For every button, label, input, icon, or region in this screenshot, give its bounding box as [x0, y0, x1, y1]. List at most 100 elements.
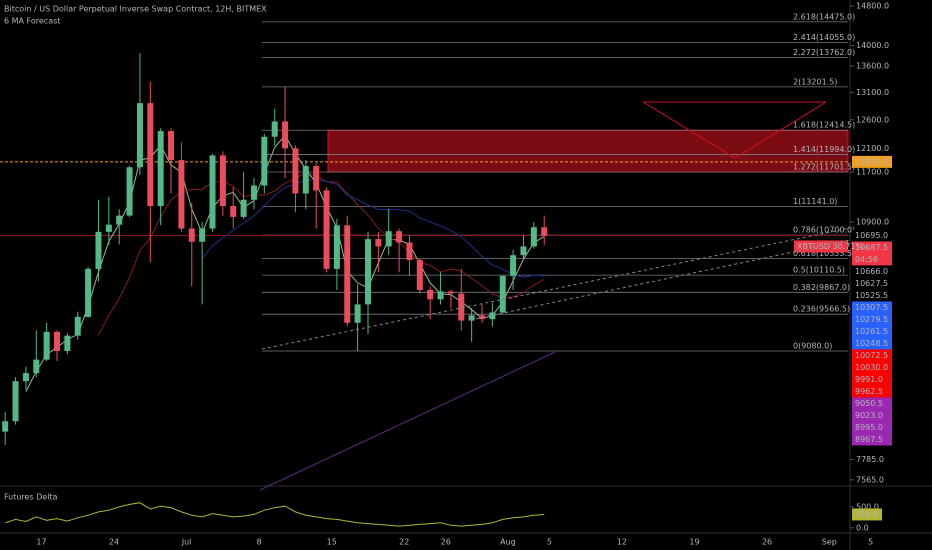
trend-line	[261, 227, 851, 350]
candle-body	[437, 291, 444, 300]
price-badge	[852, 373, 892, 386]
price-badge-label: 10307.5	[855, 303, 888, 312]
candle-body	[95, 231, 102, 269]
candle-body	[282, 121, 289, 149]
candle-body	[168, 131, 175, 161]
price-badge	[852, 421, 892, 434]
fib-label: 1(11141.0)	[793, 197, 837, 206]
x-tick-label: Aug	[500, 538, 516, 547]
fib-label: 1.414(11994.0)	[793, 145, 855, 154]
price-badge-label: 10030.0	[855, 363, 888, 372]
price-badge	[852, 361, 892, 374]
indicator-label: 6 MA Forecast	[4, 17, 60, 26]
fib-label: 1.272(11701.5)	[793, 162, 855, 171]
price-badge-label: 10627.5	[855, 279, 888, 288]
price-badge	[852, 409, 892, 422]
candle-body	[468, 315, 475, 321]
ma-mid	[98, 171, 545, 336]
candle-body	[541, 227, 548, 236]
candle-body	[240, 199, 247, 217]
candle-body	[261, 136, 268, 186]
candle-body	[230, 206, 237, 217]
price-badge	[852, 265, 892, 278]
x-tick-label: 19	[689, 538, 699, 547]
fib-label: 1.618(12414.5)	[793, 121, 855, 130]
candle-body	[406, 242, 413, 260]
price-badge-label: 10525.5	[855, 291, 888, 300]
candle-body	[74, 316, 81, 336]
price-badge-label: 9023.0	[855, 411, 883, 420]
x-tick-label: 17	[36, 538, 46, 547]
fib-label: 0.618(10353.5)	[793, 249, 855, 258]
candle-body	[354, 304, 361, 323]
candle-body	[385, 231, 392, 247]
price-badge-label: 9991.0	[855, 375, 883, 384]
delta-line	[5, 502, 545, 527]
y-tick-label: 14000.0	[856, 41, 889, 50]
price-badge-label: 11870.0	[855, 157, 888, 166]
forecast-triangle	[642, 101, 827, 159]
price-badge	[852, 349, 892, 362]
candle-body	[33, 359, 40, 374]
candle-body	[188, 228, 195, 242]
price-badge	[852, 301, 892, 314]
candle-body	[530, 227, 537, 247]
price-badge	[852, 325, 892, 338]
fib-label: 2.618(14475.0)	[793, 12, 855, 21]
candle-body	[157, 131, 164, 207]
fib-label: 0.236(9566.5)	[793, 305, 850, 314]
ma-slow	[201, 178, 545, 278]
candle-body	[219, 155, 226, 207]
fib-label: 2.414(14055.0)	[793, 33, 855, 42]
price-badge	[852, 385, 892, 398]
candle-body	[43, 331, 50, 360]
price-badge-label: 10687.5	[855, 243, 888, 252]
trend-line	[469, 239, 851, 321]
candle-body	[12, 381, 19, 422]
candle-body	[416, 259, 423, 290]
x-tick-label: 5	[547, 538, 552, 547]
candle-body	[458, 293, 465, 321]
candle-body	[499, 275, 506, 313]
y-tick-label: 12100.0	[856, 144, 889, 153]
y-tick-label: 11700.0	[856, 168, 889, 177]
price-badge	[852, 277, 892, 290]
fib-label: 0.382(9867.0)	[793, 283, 850, 292]
delta-y-tick-label: 500.0	[856, 502, 879, 511]
candle-body	[22, 373, 29, 382]
y-tick-label: 13600.0	[856, 61, 889, 70]
candle-body	[333, 225, 340, 269]
x-tick-label: Jul	[181, 538, 192, 547]
candle-body	[105, 224, 112, 232]
y-tick-label: 12600.0	[856, 115, 889, 124]
candle-body	[209, 155, 216, 229]
candle-body	[344, 225, 351, 323]
candle-body	[85, 268, 92, 317]
candle-body	[250, 185, 257, 200]
candle-body	[147, 103, 154, 207]
candle-body	[2, 421, 9, 432]
fib-label: 0(9080.0)	[793, 342, 832, 351]
price-badge	[852, 155, 892, 168]
x-tick-label: 12	[617, 538, 627, 547]
price-badge-label: 10695.0	[855, 231, 888, 240]
x-tick-label: 15	[327, 538, 337, 547]
x-tick-label: 24	[109, 538, 119, 547]
price-badge-label: 8967.5	[855, 435, 883, 444]
candle-body	[427, 289, 434, 300]
candle-body	[178, 160, 185, 229]
candle-body	[54, 331, 61, 352]
candle-body	[510, 255, 517, 276]
x-tick-label: 5	[868, 538, 873, 547]
fib-label: 0.5(10110.5)	[793, 266, 845, 275]
x-tick-label: 22	[399, 538, 409, 547]
symbol-badge-label: XBTUSD 30.71%	[797, 242, 863, 251]
candle-body	[323, 190, 330, 269]
x-tick-label: 26	[762, 538, 772, 547]
price-badge-label: 10072.5	[855, 351, 888, 360]
candle-body	[116, 215, 123, 225]
price-badge	[852, 337, 892, 350]
candle-body	[520, 246, 527, 256]
price-badge-label: 10279.5	[855, 315, 888, 324]
